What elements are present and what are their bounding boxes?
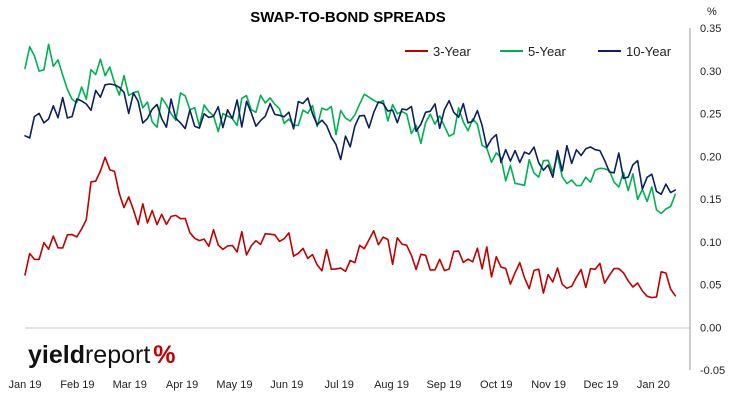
y-tick-label: 0.15 [700, 194, 721, 206]
x-tick-label: Jan 20 [637, 379, 670, 391]
series-line-5-year [24, 43, 677, 215]
series-lines [24, 43, 677, 299]
legend-label: 10-Year [626, 44, 672, 59]
legend-item-3-year: 3-Year [405, 44, 471, 59]
y-axis-ticks: 0.35 0.30 0.25 0.20 0.15 0.10 0.05 0.00 -0.05 [700, 23, 725, 377]
y-tick-label: 0.05 [700, 280, 721, 292]
logo-text-yield: yield [28, 341, 85, 369]
y-tick-label: 0.10 [700, 237, 721, 249]
legend: 3-Year 5-Year 10-Year [405, 44, 672, 59]
y-axis-unit: % [707, 6, 717, 18]
x-tick-label: Mar 19 [113, 379, 147, 391]
y-tick-label: 0.20 [700, 151, 721, 163]
x-tick-label: Dec 19 [584, 379, 619, 391]
y-tick-label: 0.30 [700, 66, 721, 78]
legend-label: 5-Year [528, 44, 566, 59]
logo-percent-icon: % [153, 341, 175, 369]
svg-text:yieldreport%: yieldreport% [28, 341, 176, 369]
yieldreport-logo: yieldreport% [28, 341, 176, 369]
x-tick-label: Jul 19 [324, 379, 353, 391]
x-tick-label: Jun 19 [270, 379, 303, 391]
logo-text-report: report [85, 341, 150, 369]
x-tick-label: Oct 19 [480, 379, 512, 391]
legend-label: 3-Year [433, 44, 471, 59]
legend-item-5-year: 5-Year [500, 44, 566, 59]
y-tick-label: -0.05 [700, 365, 725, 377]
y-tick-label: 0.25 [700, 109, 721, 121]
x-tick-label: Sep 19 [426, 379, 461, 391]
series-line-10-year [24, 83, 677, 196]
x-tick-label: Jan 19 [8, 379, 41, 391]
chart-title: SWAP-TO-BOND SPREADS [250, 9, 446, 26]
x-tick-label: Apr 19 [166, 379, 198, 391]
x-tick-label: Aug 19 [374, 379, 409, 391]
x-tick-label: Feb 19 [60, 379, 94, 391]
series-line-3-year [24, 156, 677, 299]
legend-item-10-year: 10-Year [598, 44, 672, 59]
y-tick-label: 0.35 [700, 23, 721, 35]
x-tick-label: May 19 [216, 379, 252, 391]
x-tick-label: Nov 19 [531, 379, 566, 391]
y-tick-label: 0.00 [700, 322, 721, 334]
x-axis-ticks: Jan 19 Feb 19 Mar 19 Apr 19 May 19 Jun 19 Jul … [8, 379, 669, 391]
